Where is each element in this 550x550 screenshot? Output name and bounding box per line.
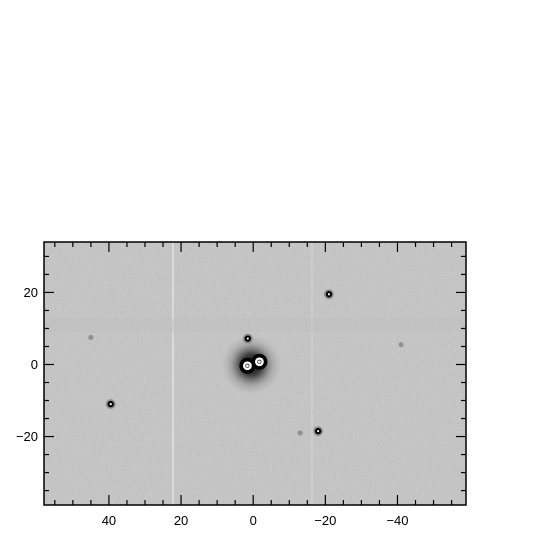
source-lower-left <box>105 399 116 410</box>
y-tick-label: 20 <box>24 285 38 300</box>
image-panel <box>44 242 466 505</box>
x-tick-label: 40 <box>102 513 116 528</box>
x-tick-label: 20 <box>174 513 188 528</box>
source-faint-left <box>88 334 94 341</box>
y-tick-label: 0 <box>31 357 38 372</box>
plot-frame <box>43 241 467 506</box>
source-upper-right <box>323 289 334 300</box>
axis-tick-labels: 40 20 0 −20 −40 20 0 −20 <box>16 285 409 528</box>
central-double-source <box>221 334 282 395</box>
axis-ticks <box>44 242 466 505</box>
source-faint-right <box>398 342 404 348</box>
x-tick-label: −40 <box>386 513 408 528</box>
x-tick-label: −20 <box>314 513 336 528</box>
sources-layer <box>88 289 404 437</box>
source-faint-lower-right <box>297 430 303 436</box>
source-lower-right <box>313 426 324 437</box>
y-tick-label: −20 <box>16 429 38 444</box>
x-tick-label: 0 <box>250 513 257 528</box>
source-north-center <box>242 333 253 344</box>
detector-seam-horizontal <box>44 318 466 332</box>
